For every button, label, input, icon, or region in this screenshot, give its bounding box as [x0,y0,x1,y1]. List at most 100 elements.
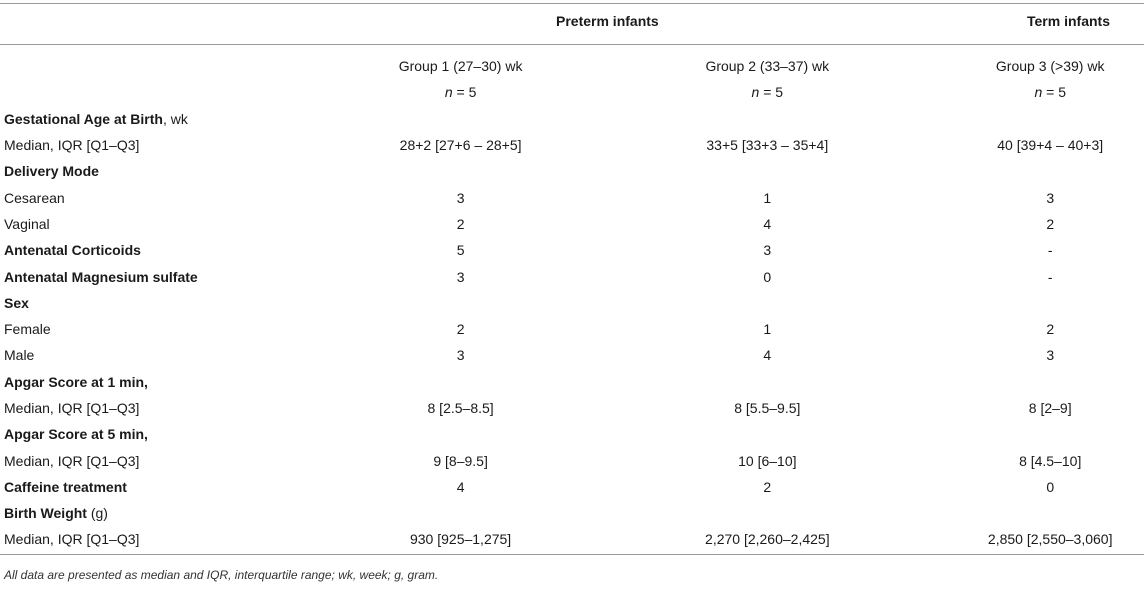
cell-group-3: 3 [1046,347,1055,364]
sample-size-group-3: n = 5 [1034,84,1066,101]
sample-size-group-2: n = 5 [751,84,784,101]
cell-group-2: 8 [5.5–9.5] [734,400,801,416]
row-label: Female [0,316,343,342]
row-label-text: Median, IQR [Q1–Q3] [4,400,140,416]
cell-group-2 [578,500,956,526]
row-label: Median, IQR [Q1–Q3] [0,526,343,552]
cell-group-3 [956,421,1144,447]
row-label-text: Birth Weight [4,505,87,522]
table-row: Gestational Age at Birth, wk [0,106,1144,132]
cell-group-3 [956,290,1144,316]
row-label: Gestational Age at Birth, wk [0,106,343,132]
table-row: Median, IQR [Q1–Q3] 8 [2.5–8.5] 8 [5.5–9.5… [0,395,1144,421]
cell-group-2: 33+5 [33+3 – 35+4] [706,137,829,154]
cell-group-1: 8 [2.5–8.5] [427,400,494,416]
bottom-rule [0,554,1144,555]
cell-group-1: 9 [8–9.5] [433,452,488,469]
cell-group-3: 2,850 [2,550–3,060] [987,531,1113,548]
row-label: Median, IQR [Q1–Q3] [0,447,343,473]
table-footnote: All data are presented as median and IQR… [4,568,439,582]
row-label-text: Caffeine treatment [4,478,127,495]
cell-group-1 [343,369,578,395]
cell-group-3: - [1047,268,1053,285]
row-label-text: Median, IQR [Q1–Q3] [4,452,140,469]
table-row: Sex [0,290,1144,316]
cell-group-3: - [1047,242,1053,259]
cell-group-1: 3 [456,268,465,285]
row-label: Male [0,342,343,368]
cell-group-2 [578,421,956,447]
table-row: Apgar Score at 5 min, [0,421,1144,447]
row-label-text: Delivery Mode [4,163,99,180]
row-label: Sex [0,290,343,316]
cell-group-1 [343,500,578,526]
cell-group-2 [578,158,956,184]
row-label: Apgar Score at 5 min, [0,421,343,447]
cell-group-2: 0 [763,268,772,285]
cell-group-1 [343,290,578,316]
row-label: Delivery Mode [0,158,343,184]
cell-group-2: 1 [763,189,772,206]
row-label-text: Gestational Age at Birth [4,110,163,127]
table-row: Cesarean 3 1 3 [0,184,1144,210]
table-row: Male 3 4 3 [0,342,1144,368]
cell-group-2: 4 [763,347,772,364]
top-rule [0,3,1144,4]
row-label: Antenatal Corticoids [0,237,343,263]
cell-group-2: 2 [763,478,772,495]
row-label-text: Apgar Score at 5 min, [4,426,148,443]
table-row: Birth Weight (g) [0,500,1144,526]
column-header-group-2: Group 2 (33–37) wk [705,58,830,75]
cell-group-3 [956,369,1144,395]
table-row: Median, IQR [Q1–Q3] 28+2 [27+6 – 28+5] 33+… [0,132,1144,158]
table-row: Female 2 1 2 [0,316,1144,342]
cell-group-3: 0 [1046,478,1055,495]
row-label-text: Median, IQR [Q1–Q3] [4,531,140,548]
cell-group-1: 930 [925–1,275] [409,531,512,548]
row-label-text: Median, IQR [Q1–Q3] [4,137,140,154]
row-label: Vaginal [0,211,343,237]
cell-group-2: 1 [763,321,772,338]
row-label: Median, IQR [Q1–Q3] [0,395,343,421]
row-label: Caffeine treatment [0,474,343,500]
table-row: Vaginal 2 4 2 [0,211,1144,237]
table-row: Antenatal Magnesium sulfate 3 0 - [0,263,1144,289]
cell-group-3: 2 [1046,321,1055,338]
cell-group-1: 4 [456,478,465,495]
cell-group-3 [956,106,1144,132]
cell-group-2: 2,270 [2,260–2,425] [705,531,830,548]
row-label: Antenatal Magnesium sulfate [0,263,343,289]
table-body: Gestational Age at Birth, wk Median, IQR … [0,106,1144,553]
preterm-group-header: Preterm infants [556,13,659,29]
row-label-text: Antenatal Corticoids [4,242,141,259]
cell-group-1: 3 [456,347,465,364]
sample-size-row: n = 5 n = 5 n = 5 [0,79,1144,105]
sample-size-group-1: n = 5 [444,84,477,101]
term-group-header: Term infants [1027,13,1110,29]
column-header-group-1: Group 1 (27–30) wk [398,58,523,75]
row-label: Cesarean [0,184,343,210]
table-row: Median, IQR [Q1–Q3] 930 [925–1,275] 2,270 … [0,526,1144,552]
table-row: Median, IQR [Q1–Q3] 9 [8–9.5] 10 [6–10] 8 [… [0,447,1144,473]
cell-group-3: 8 [4.5–10] [1019,452,1082,469]
cell-group-2 [578,369,956,395]
table-row: Apgar Score at 1 min, [0,369,1144,395]
cell-group-1: 2 [456,321,465,338]
cell-group-3: 2 [1046,215,1055,232]
row-label: Median, IQR [Q1–Q3] [0,132,343,158]
data-table: Group 1 (27–30) wk Group 2 (33–37) wk Gr… [0,53,1144,553]
row-label-unit: , wk [162,110,188,127]
cell-group-1 [343,106,578,132]
table-row: Delivery Mode [0,158,1144,184]
cell-group-1: 28+2 [27+6 – 28+5] [399,137,522,154]
cell-group-2: 10 [6–10] [738,452,797,469]
column-header-group-3: Group 3 (>39) wk [995,58,1105,75]
table-row: Caffeine treatment 4 2 0 [0,474,1144,500]
column-header-row: Group 1 (27–30) wk Group 2 (33–37) wk Gr… [0,53,1144,79]
cell-group-1: 2 [456,215,465,232]
row-label: Birth Weight (g) [0,500,343,526]
cell-group-3: 3 [1046,189,1055,206]
row-label-text: Antenatal Magnesium sulfate [4,268,198,285]
cell-group-2 [578,290,956,316]
